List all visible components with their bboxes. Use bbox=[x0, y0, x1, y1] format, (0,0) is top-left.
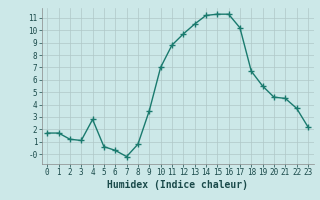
X-axis label: Humidex (Indice chaleur): Humidex (Indice chaleur) bbox=[107, 180, 248, 190]
